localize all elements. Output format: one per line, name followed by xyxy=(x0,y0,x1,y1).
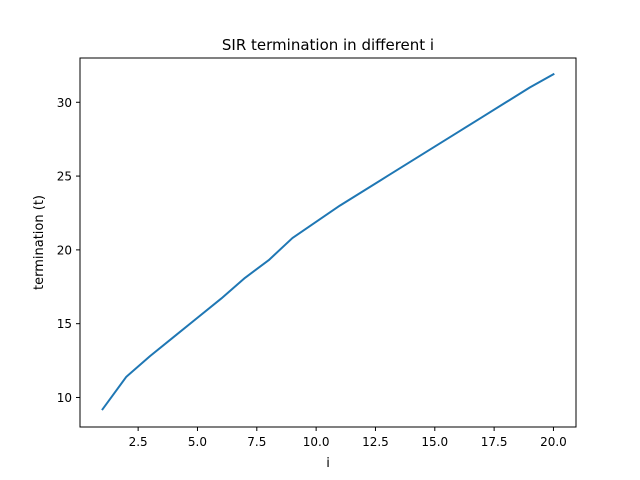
chart-title: SIR termination in different i xyxy=(222,36,434,54)
x-tick-label: 15.0 xyxy=(421,435,448,449)
y-axis-ticks: 10 15 20 25 30 xyxy=(57,96,80,405)
y-tick-label: 20 xyxy=(57,243,72,257)
x-tick-label: 5.0 xyxy=(188,435,207,449)
x-tick-label: 17.5 xyxy=(481,435,508,449)
x-axis-ticks: 2.5 5.0 7.5 10.0 12.5 15.0 17.5 20.0 xyxy=(129,427,567,449)
series-line-0 xyxy=(101,72,555,411)
plot-frame xyxy=(79,57,577,428)
series-layer xyxy=(101,72,555,411)
x-tick-label: 7.5 xyxy=(247,435,266,449)
x-tick-label: 10.0 xyxy=(303,435,330,449)
y-tick-label: 15 xyxy=(57,317,72,331)
y-tick-label: 25 xyxy=(57,170,72,184)
y-tick-label: 10 xyxy=(57,391,72,405)
y-axis-label: termination (t) xyxy=(32,195,47,290)
x-tick-label: 2.5 xyxy=(129,435,148,449)
x-tick-label: 20.0 xyxy=(540,435,567,449)
x-tick-label: 12.5 xyxy=(362,435,389,449)
x-axis-label: i xyxy=(326,456,330,471)
y-tick-label: 30 xyxy=(57,96,72,110)
